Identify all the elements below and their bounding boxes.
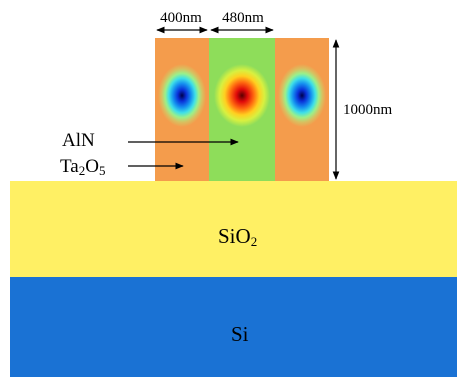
ta2o5-label-part2: O [85,156,99,177]
ta2o5-label: Ta2O5 [60,156,105,178]
sio2-label: SiO2 [218,224,257,249]
ta2o5-label-sub2: 5 [99,163,106,178]
aln-width-label: 480nm [222,10,264,26]
sio2-label-main: SiO [218,224,251,248]
mode-field-right [278,64,326,127]
si-label: Si [231,322,249,346]
ta2o5-width-label: 400nm [160,10,202,26]
ta2o5-label-part1: Ta [60,156,79,177]
sio2-label-sub: 2 [251,234,258,249]
height-label: 1000nm [343,102,393,118]
si-layer [10,277,457,377]
ta2o5-label-sub1: 2 [79,163,86,178]
mode-field-center [214,64,270,127]
aln-label: AlN [62,130,95,151]
sio2-layer [10,181,457,277]
mode-field-left [158,64,206,127]
